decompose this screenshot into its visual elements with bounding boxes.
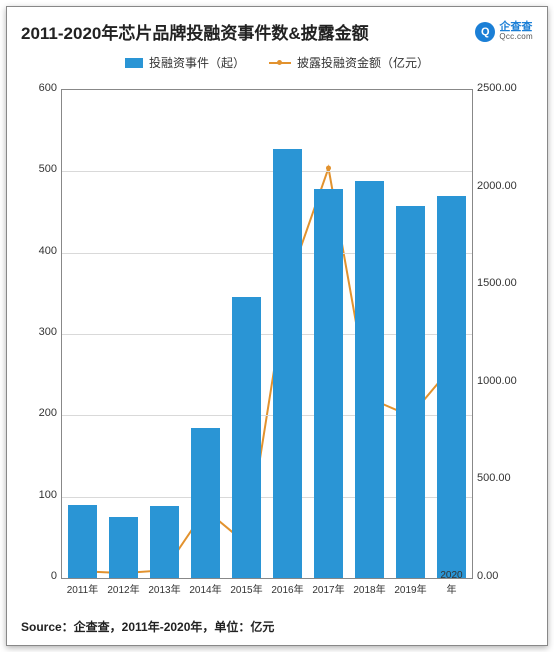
y-left-tick: 400 [21, 245, 57, 257]
bar [437, 196, 466, 578]
title-row: 2011-2020年芯片品牌投融资事件数&披露金额 Q 企查查 Qcc.com [7, 7, 547, 48]
x-tick-label: 2018年 [353, 581, 385, 596]
y-left-tick: 600 [21, 82, 57, 94]
y-right-tick: 2500.00 [477, 82, 533, 94]
y-left-tick: 200 [21, 407, 57, 419]
swatch-bar [125, 58, 143, 68]
bar [314, 189, 343, 578]
legend-line-label: 披露投融资金额（亿元） [297, 54, 429, 71]
chart-card: 2011-2020年芯片品牌投融资事件数&披露金额 Q 企查查 Qcc.com … [6, 6, 548, 646]
bar [150, 506, 179, 578]
x-tick-label: 2015年 [230, 581, 262, 596]
y-left-tick: 0 [21, 570, 57, 582]
bar [396, 206, 425, 579]
x-tick-label: 2013年 [148, 581, 180, 596]
legend: 投融资事件（起） 披露投融资金额（亿元） [7, 48, 547, 73]
bar [273, 149, 302, 578]
x-tick-label: 2016年 [271, 581, 303, 596]
bar [68, 505, 97, 578]
y-left-tick: 500 [21, 163, 57, 175]
plot-area: 2011年2012年2013年2014年2015年2016年2017年2018年… [61, 89, 473, 579]
y-right-tick: 0.00 [477, 570, 533, 582]
x-tick-label: 2012年 [107, 581, 139, 596]
grid-line [62, 171, 472, 172]
y-right-tick: 1000.00 [477, 375, 533, 387]
brand-logo: Q 企查查 Qcc.com [475, 22, 533, 42]
legend-bar-label: 投融资事件（起） [149, 54, 245, 71]
x-tick-label: 2011年 [67, 581, 99, 596]
legend-line: 披露投融资金额（亿元） [269, 54, 429, 71]
y-right-tick: 500.00 [477, 472, 533, 484]
logo-url: Qcc.com [499, 33, 533, 41]
chart-title: 2011-2020年芯片品牌投融资事件数&披露金额 [21, 19, 369, 44]
x-tick-label: 2017年 [312, 581, 344, 596]
x-tick-label: 2014年 [189, 581, 221, 596]
y-right-tick: 1500.00 [477, 277, 533, 289]
plot-wrap: 2011年 2012年 2013年 2014年 2015年 2016年 2017年 2018年… [21, 89, 533, 603]
x-tick-label: 2019年 [394, 581, 426, 596]
logo-icon: Q [475, 22, 495, 42]
logo-text: 企查查 Qcc.com [499, 22, 533, 41]
source-text: Source：企查查，2011年-2020年，单位：亿元 [21, 618, 274, 635]
bar [232, 297, 261, 578]
y-right-tick: 2000.00 [477, 180, 533, 192]
legend-bar: 投融资事件（起） [125, 54, 245, 71]
bar [191, 428, 220, 578]
y-left-tick: 300 [21, 326, 57, 338]
bar [355, 181, 384, 578]
y-left-tick: 100 [21, 489, 57, 501]
bar [109, 517, 138, 578]
swatch-line [269, 62, 291, 64]
x-tick-label: 2020年 [440, 570, 462, 596]
